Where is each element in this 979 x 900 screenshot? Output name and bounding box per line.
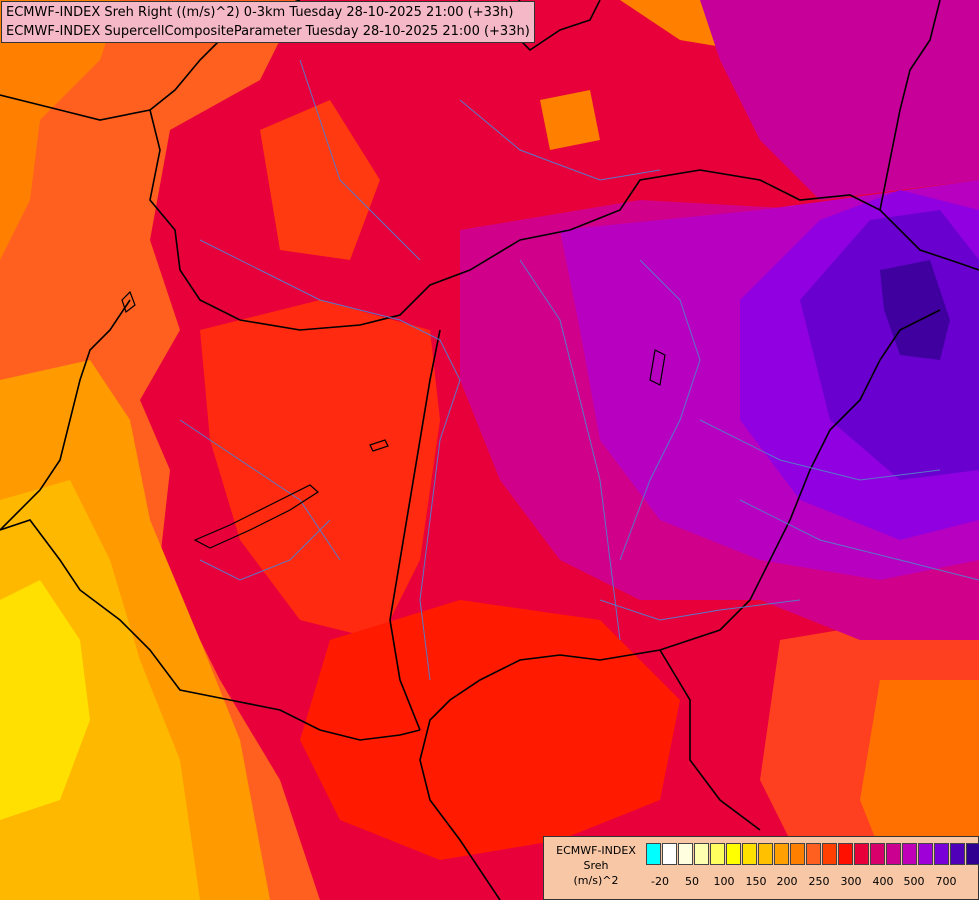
map-title-secondary: ECMWF-INDEX SupercellCompositeParameter … bbox=[6, 24, 530, 39]
legend-title: ECMWF-INDEX Sreh (m/s)^2 bbox=[548, 843, 644, 888]
legend-tick-label: 100 bbox=[713, 875, 735, 888]
legend-color-cell bbox=[934, 843, 949, 865]
legend-color-cell bbox=[822, 843, 837, 865]
legend-color-cell bbox=[726, 843, 741, 865]
map-title-box: ECMWF-INDEX Sreh Right ((m/s)^2) 0-3km T… bbox=[1, 1, 535, 43]
legend-tick-label: 200 bbox=[776, 875, 798, 888]
legend-color-cell bbox=[870, 843, 885, 865]
legend-tick-label: 500 bbox=[903, 875, 925, 888]
map-title-primary: ECMWF-INDEX Sreh Right ((m/s)^2) 0-3km T… bbox=[6, 5, 514, 20]
legend-color-cell bbox=[694, 843, 709, 865]
legend-tick-label: 700 bbox=[935, 875, 957, 888]
color-legend: ECMWF-INDEX Sreh (m/s)^2 -20 50 100 150 200 2… bbox=[543, 836, 979, 900]
legend-color-cell bbox=[854, 843, 869, 865]
legend-color-cell bbox=[966, 843, 979, 865]
legend-color-cell bbox=[646, 843, 661, 865]
rivers bbox=[179, 59, 979, 681]
legend-color-cell bbox=[886, 843, 901, 865]
legend-color-cell bbox=[710, 843, 725, 865]
legend-tick-label: 400 bbox=[872, 875, 894, 888]
legend-tick-label: 150 bbox=[745, 875, 767, 888]
legend-title-line1: ECMWF-INDEX bbox=[556, 844, 636, 857]
legend-color-cell bbox=[790, 843, 805, 865]
legend-color-cell bbox=[742, 843, 757, 865]
legend-color-cell bbox=[662, 843, 677, 865]
legend-color-cell bbox=[806, 843, 821, 865]
legend-color-cell bbox=[678, 843, 693, 865]
legend-color-cell bbox=[950, 843, 965, 865]
legend-color-cell bbox=[774, 843, 789, 865]
legend-tick-labels: -20 50 100 150 200 250 300 400 500 700 bbox=[646, 875, 976, 891]
legend-color-cell bbox=[902, 843, 917, 865]
legend-tick-label: 250 bbox=[808, 875, 830, 888]
legend-color-bar bbox=[646, 843, 979, 865]
legend-color-cell bbox=[758, 843, 773, 865]
legend-title-line2: Sreh bbox=[583, 859, 609, 872]
legend-title-line3: (m/s)^2 bbox=[573, 874, 619, 887]
legend-tick-label: 50 bbox=[685, 875, 699, 888]
lakes bbox=[121, 290, 666, 549]
legend-tick-label: -20 bbox=[651, 875, 669, 888]
legend-color-cell bbox=[838, 843, 853, 865]
legend-tick-label: 300 bbox=[840, 875, 862, 888]
legend-color-cell bbox=[918, 843, 933, 865]
